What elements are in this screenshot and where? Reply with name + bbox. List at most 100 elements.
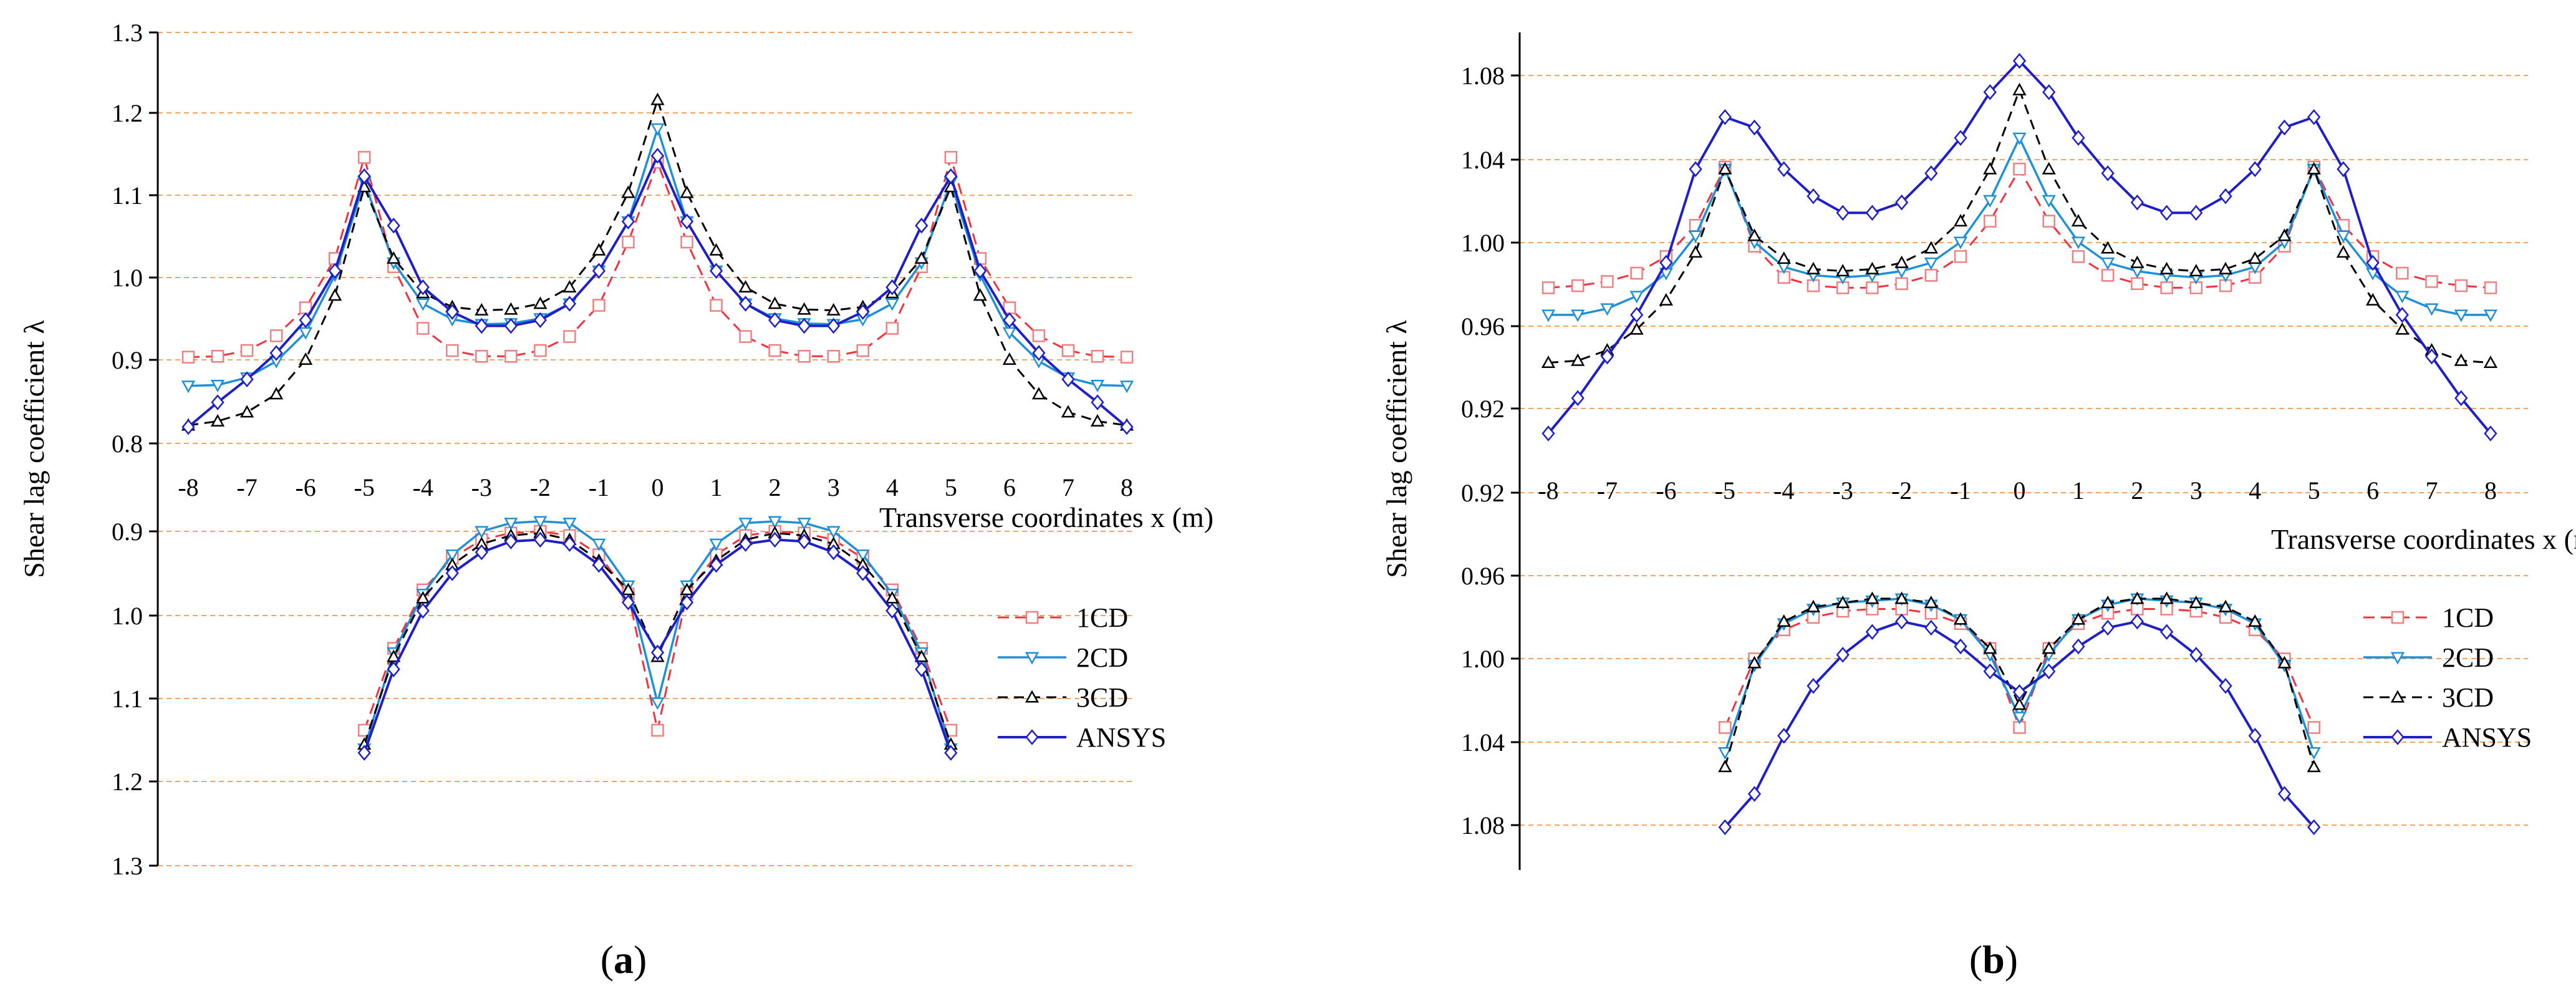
figure-caption: (a) (601, 937, 647, 982)
data-point-2cd (2101, 257, 2115, 270)
data-point-1cd (181, 351, 195, 364)
x-tick-label: 1 (710, 473, 723, 501)
series-line-3cd (188, 99, 1127, 427)
data-point-1cd (357, 151, 371, 164)
x-tick-label: 1 (2072, 476, 2085, 505)
caption-open-paren: ( (601, 937, 614, 982)
data-point-3cd (1031, 387, 1046, 400)
data-point-ansys (915, 661, 929, 677)
data-point-3cd (2071, 612, 2086, 625)
legend-marker-3cd (2390, 690, 2405, 703)
data-point-ansys (2454, 390, 2468, 407)
chart-a: 0.8 0.9 1.0 1.1 1.2 1.3 0.9 1.0 1.1 1.2 1.3 -8 -7 -6 -… (18, 19, 1213, 982)
legend-label-2cd: 2CD (1076, 642, 1128, 673)
data-point-2cd (2307, 747, 2321, 760)
data-point-ansys (1003, 312, 1016, 329)
data-point-3cd (239, 405, 254, 418)
caption-open-paren: ( (1969, 937, 1982, 982)
data-point-ansys (2189, 205, 2203, 221)
data-point-1cd (739, 330, 752, 343)
data-point-3cd (738, 280, 753, 293)
data-point-ansys (2307, 819, 2321, 836)
data-point-3cd (416, 591, 430, 604)
y-tick-label: 1.04 (1461, 146, 1505, 174)
legend-label-2cd: 2CD (2442, 642, 2494, 673)
data-point-3cd (2483, 355, 2498, 369)
data-point-3cd (2248, 614, 2262, 627)
legend-label-1cd: 1CD (2442, 602, 2494, 633)
legend-label-3cd: 3CD (2442, 682, 2494, 713)
data-point-ansys (445, 565, 459, 581)
data-point-2cd (2012, 712, 2027, 725)
data-point-3cd (2042, 162, 2056, 175)
caption-letter: a (614, 937, 634, 982)
data-point-ansys (533, 312, 548, 329)
data-point-3cd (2307, 760, 2321, 773)
data-point-ansys (2248, 161, 2262, 177)
x-tick-label: 3 (2190, 476, 2202, 505)
data-point-1cd (885, 322, 899, 335)
data-point-3cd (973, 288, 987, 301)
data-point-ansys (2277, 119, 2292, 136)
data-point-3cd (680, 185, 694, 198)
data-point-3cd (1629, 322, 1644, 335)
data-point-1cd (2307, 721, 2320, 734)
data-point-ansys (2072, 638, 2085, 655)
data-point-ansys (738, 536, 753, 552)
data-point-3cd (1718, 760, 1732, 773)
data-point-1cd (1954, 250, 1967, 263)
data-point-3cd (210, 413, 225, 427)
data-point-2cd (1718, 747, 1732, 760)
data-point-1cd (944, 151, 958, 164)
caption-close-paren: ) (2005, 937, 2018, 982)
data-point-ansys (2130, 613, 2144, 630)
data-point-1cd (1541, 281, 1555, 294)
x-tick-label: 5 (2308, 476, 2320, 505)
data-point-1cd (1091, 350, 1104, 363)
y-tick-label: 1.00 (1461, 645, 1505, 673)
y-tick-label: 0.96 (1461, 562, 1505, 590)
data-point-ansys (2101, 619, 2115, 636)
data-point-3cd (2101, 241, 2115, 254)
data-point-ansys (1689, 161, 1702, 177)
data-point-3cd (1983, 641, 1997, 654)
data-point-ansys (211, 394, 224, 410)
data-point-1cd (2425, 275, 2438, 288)
series-line-3cd (1724, 597, 2315, 768)
data-point-ansys (1541, 425, 1555, 442)
legend-marker-ansys (1025, 729, 1039, 745)
data-point-1cd (1719, 721, 1732, 734)
data-point-ansys (2012, 52, 2027, 69)
data-point-3cd (2189, 264, 2203, 277)
x-tick-label: -3 (1833, 476, 1853, 505)
data-point-ansys (1807, 678, 1820, 694)
data-point-1cd (2131, 277, 2144, 290)
y-tick-label: 1.0 (112, 264, 143, 292)
data-point-1cd (1601, 275, 1614, 288)
data-point-2cd (768, 516, 782, 529)
data-point-2cd (885, 298, 899, 311)
data-point-ansys (357, 745, 371, 761)
data-point-1cd (1984, 215, 1997, 228)
data-point-3cd (621, 583, 635, 596)
data-point-1cd (1924, 269, 1938, 282)
data-point-3cd (2307, 162, 2321, 175)
y-tick-label: 0.92 (1461, 395, 1505, 423)
data-point-3cd (2277, 228, 2292, 241)
data-point-ansys (504, 533, 518, 549)
data-point-2cd (533, 516, 548, 529)
data-point-3cd (1718, 162, 1732, 175)
data-point-ansys (387, 661, 400, 677)
legend-marker-2cd (2390, 652, 2405, 665)
data-point-3cd (2218, 261, 2233, 274)
data-point-2cd (1924, 257, 1938, 270)
data-point-3cd (1983, 162, 1997, 175)
data-point-3cd (299, 352, 313, 365)
data-point-2cd (650, 123, 665, 136)
data-point-1cd (1571, 279, 1585, 293)
data-point-1cd (475, 350, 488, 363)
data-point-3cd (2012, 697, 2027, 710)
data-point-2cd (562, 518, 577, 531)
data-point-3cd (885, 591, 899, 604)
data-point-1cd (504, 350, 518, 363)
